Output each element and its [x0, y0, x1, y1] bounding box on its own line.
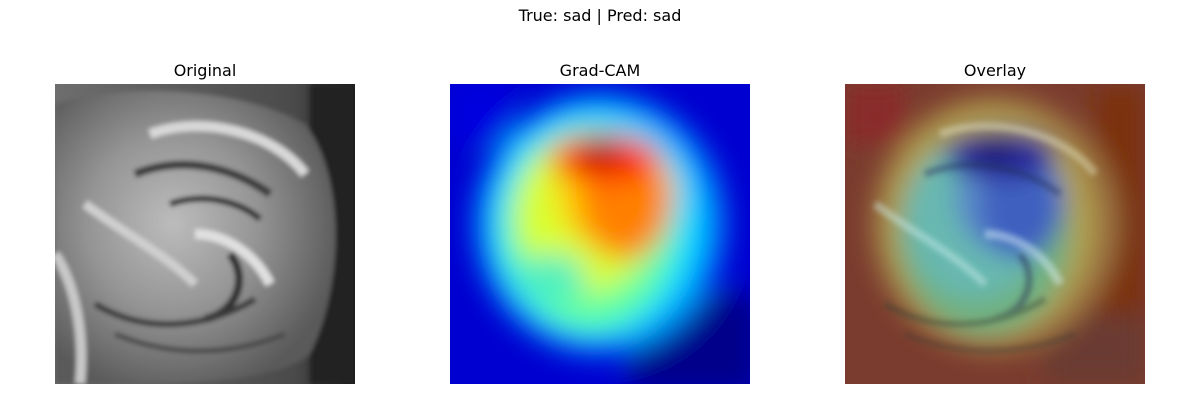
gradcam-panel: Grad-CAM — [450, 60, 750, 384]
overlay-image — [845, 84, 1145, 384]
overlay-panel: Overlay — [845, 60, 1145, 384]
gradcam-title: Grad-CAM — [559, 61, 641, 80]
gradcam-heatmap — [450, 84, 750, 384]
original-title: Original — [173, 61, 237, 80]
figure-title: True: sad | Pred: sad — [518, 6, 682, 25]
original-face-image — [55, 84, 355, 384]
original-panel: Original — [55, 60, 355, 384]
overlay-title: Overlay — [963, 61, 1027, 80]
